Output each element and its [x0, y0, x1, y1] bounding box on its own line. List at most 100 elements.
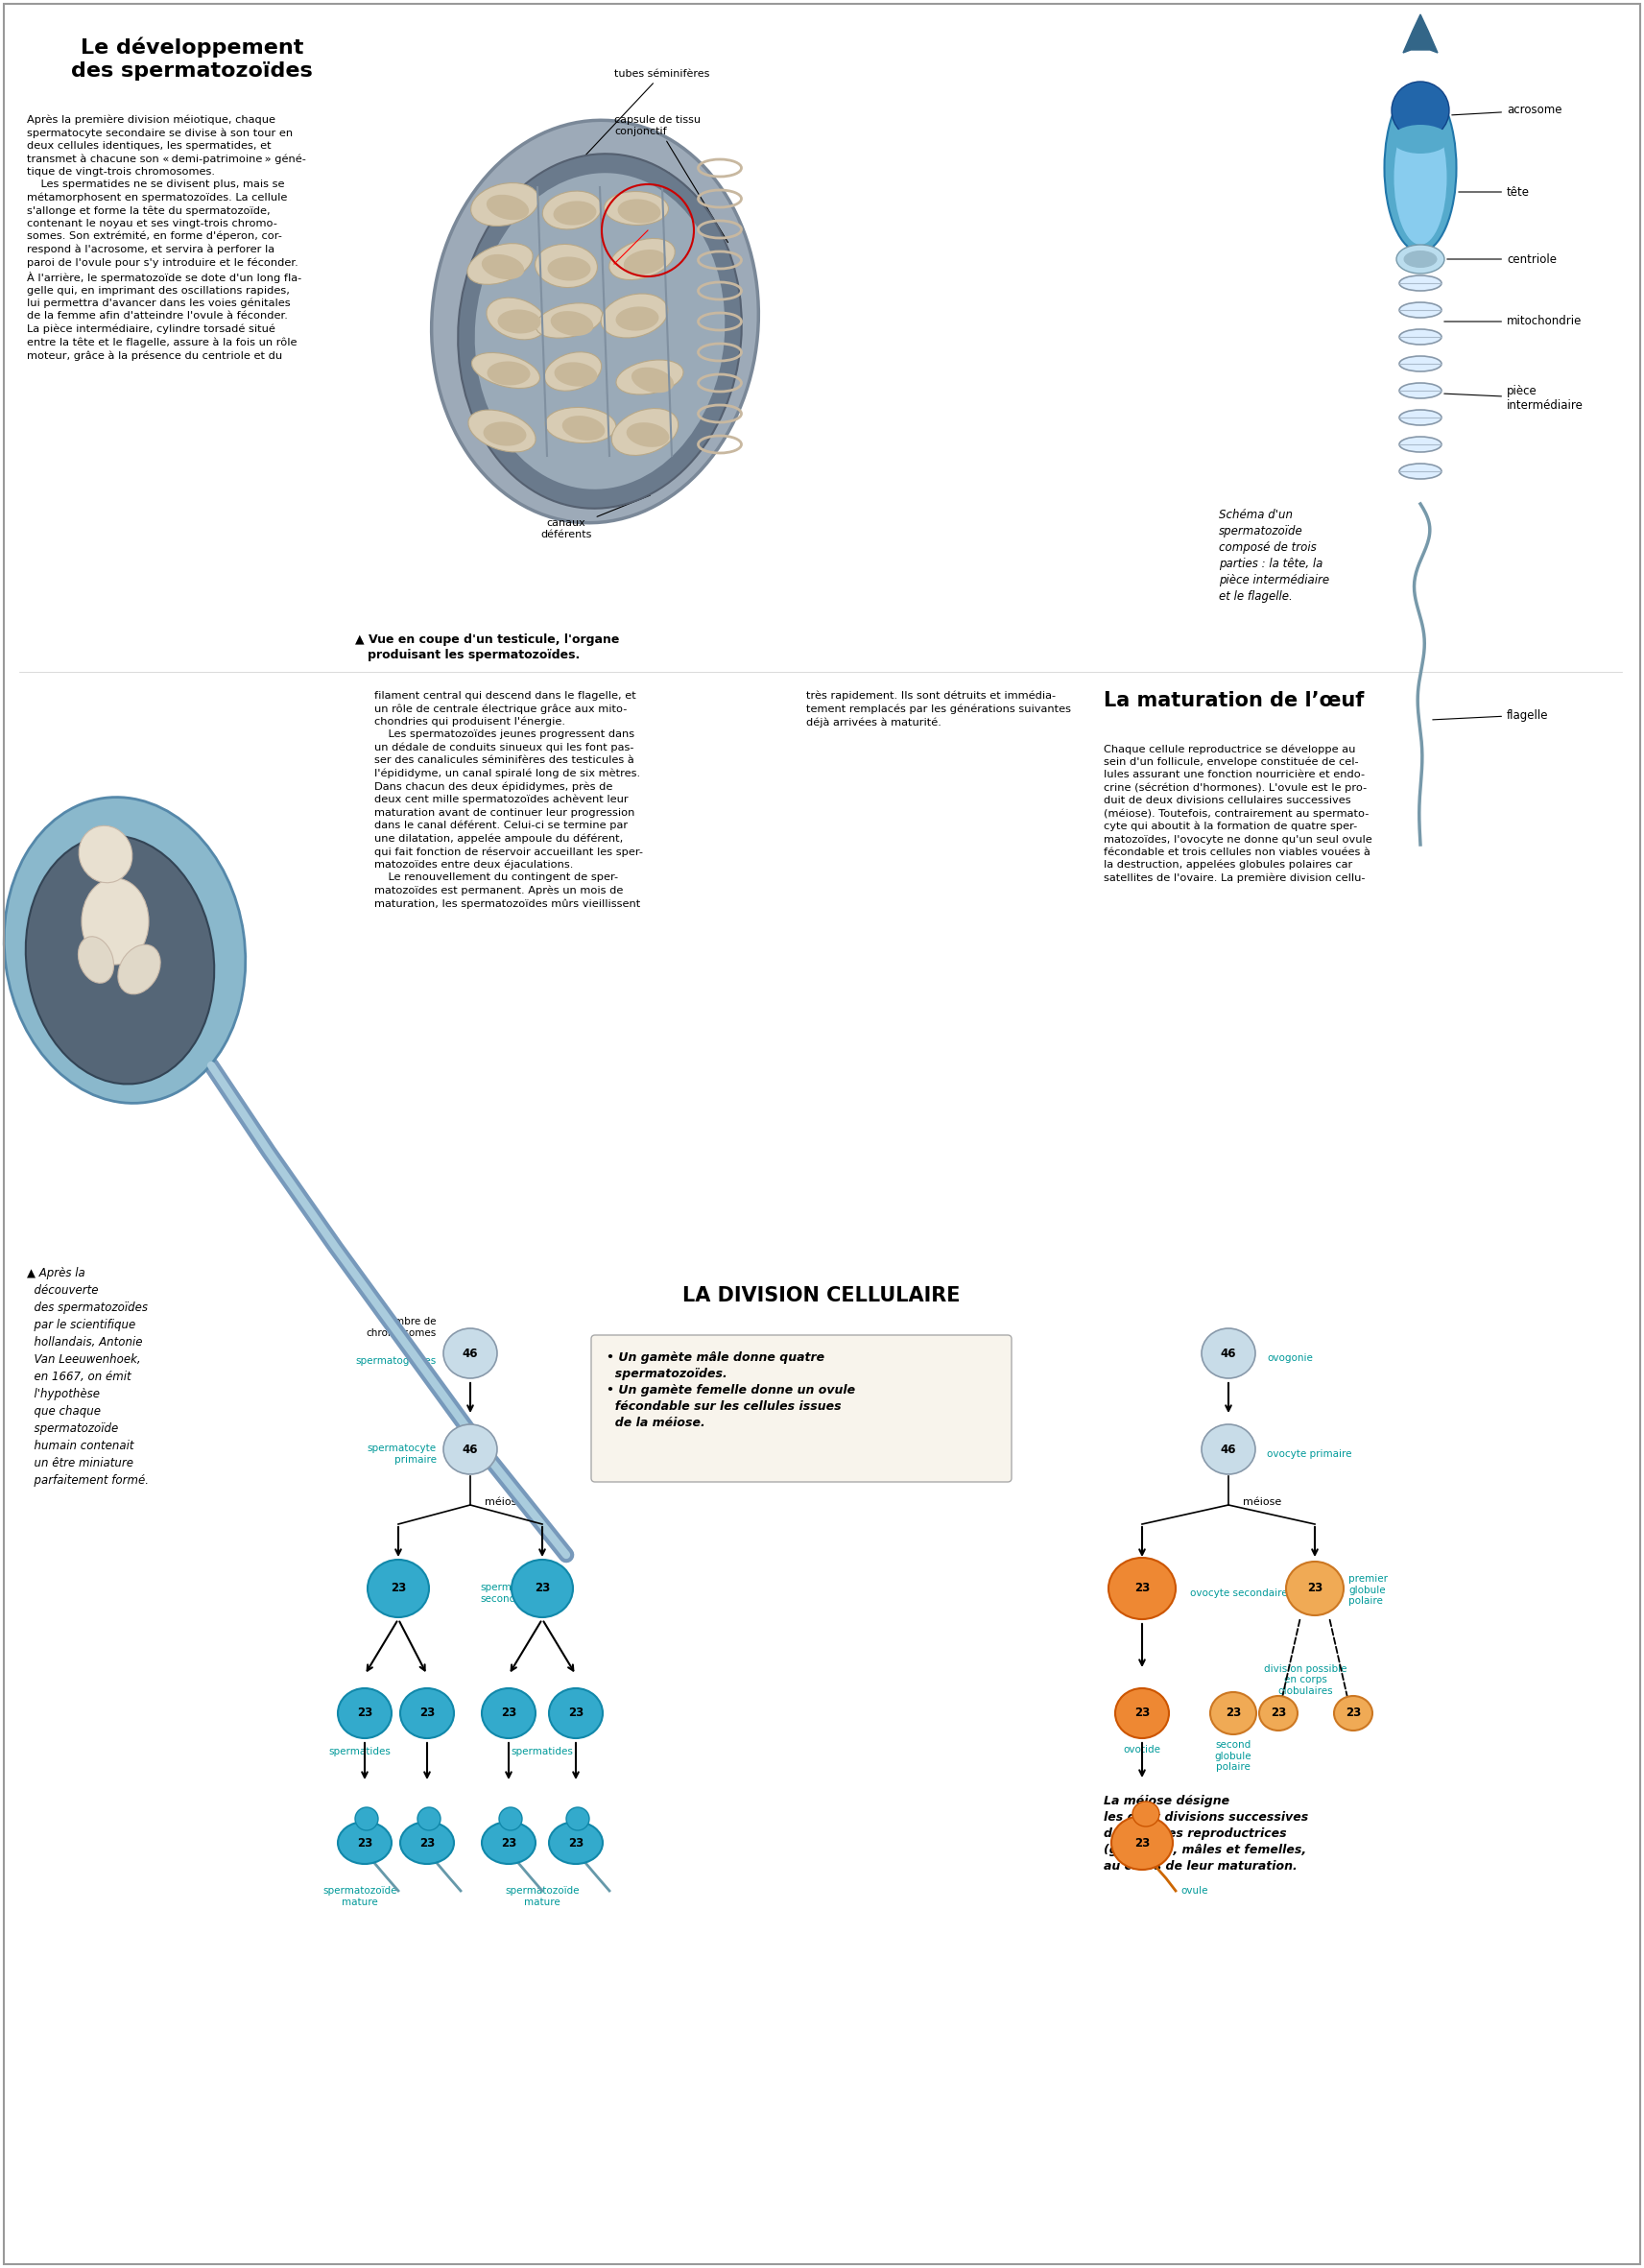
Text: 23: 23: [569, 1708, 584, 1719]
Text: centriole: centriole: [1447, 254, 1557, 265]
Text: 23: 23: [419, 1837, 436, 1848]
Text: ▲ Après la
  découverte
  des spermatozoïdes
  par le scientifique
  hollandais,: ▲ Après la découverte des spermatozoïdes…: [26, 1268, 148, 1488]
Ellipse shape: [1396, 245, 1445, 274]
Ellipse shape: [482, 1687, 536, 1737]
Text: mitochondrie: mitochondrie: [1443, 315, 1582, 329]
Text: ▲ Vue en coupe d'un testicule, l'organe
   produisant les spermatozoïdes.: ▲ Vue en coupe d'un testicule, l'organe …: [355, 633, 620, 662]
Text: spermatozoïde
mature: spermatozoïde mature: [322, 1887, 398, 1907]
Ellipse shape: [498, 308, 541, 333]
Text: La maturation de l’œuf: La maturation de l’œuf: [1103, 692, 1365, 710]
Text: 46: 46: [1220, 1442, 1236, 1456]
Ellipse shape: [618, 200, 661, 222]
Text: filament central qui descend dans le flagelle, et
un rôle de centrale électrique: filament central qui descend dans le fla…: [375, 692, 643, 909]
Text: acrosome: acrosome: [1452, 104, 1562, 116]
Ellipse shape: [1399, 383, 1442, 399]
Text: ovocyte primaire: ovocyte primaire: [1268, 1449, 1351, 1458]
Ellipse shape: [1399, 274, 1442, 290]
Text: 23: 23: [357, 1837, 373, 1848]
Text: La méiose désigne
les deux divisions successives
des cellules reproductrices
(ga: La méiose désigne les deux divisions suc…: [1103, 1794, 1309, 1873]
Text: 23: 23: [1307, 1583, 1323, 1594]
Ellipse shape: [623, 249, 666, 274]
Text: 46: 46: [462, 1347, 478, 1359]
Text: pièce
intermédiaire: pièce intermédiaire: [1443, 386, 1583, 413]
Ellipse shape: [26, 835, 214, 1084]
Text: 46: 46: [1220, 1347, 1236, 1359]
Ellipse shape: [631, 367, 674, 392]
Text: canaux
déférents: canaux déférents: [541, 494, 649, 540]
Ellipse shape: [562, 415, 605, 440]
Ellipse shape: [534, 245, 597, 288]
Ellipse shape: [544, 352, 602, 390]
Ellipse shape: [469, 411, 536, 451]
Text: tubes séminifères: tubes séminifères: [539, 68, 710, 204]
Ellipse shape: [79, 826, 132, 882]
Ellipse shape: [616, 306, 659, 331]
Ellipse shape: [482, 1821, 536, 1864]
Text: spermatozoïde
mature: spermatozoïde mature: [505, 1887, 579, 1907]
Ellipse shape: [483, 422, 526, 447]
Polygon shape: [1402, 14, 1437, 52]
Ellipse shape: [602, 293, 667, 338]
Ellipse shape: [549, 1821, 603, 1864]
Ellipse shape: [1391, 125, 1448, 154]
Ellipse shape: [1399, 329, 1442, 345]
Ellipse shape: [418, 1808, 441, 1830]
Ellipse shape: [1210, 1692, 1256, 1735]
Ellipse shape: [1115, 1687, 1169, 1737]
Ellipse shape: [467, 243, 533, 284]
Ellipse shape: [1399, 356, 1442, 372]
Ellipse shape: [368, 1560, 429, 1617]
Text: spermatides: spermatides: [511, 1746, 574, 1755]
Text: spermatocyte
primaire: spermatocyte primaire: [368, 1445, 437, 1465]
Text: LA DIVISION CELLULAIRE: LA DIVISION CELLULAIRE: [682, 1286, 960, 1306]
Text: 23: 23: [1345, 1708, 1361, 1719]
Text: Après la première division méiotique, chaque
spermatocyte secondaire se divise à: Après la première division méiotique, ch…: [26, 116, 306, 361]
Text: capsule de tissu
conjonctif: capsule de tissu conjonctif: [615, 116, 728, 243]
Ellipse shape: [337, 1687, 391, 1737]
Ellipse shape: [626, 422, 669, 447]
Ellipse shape: [1259, 1696, 1297, 1730]
Ellipse shape: [1384, 84, 1457, 252]
Ellipse shape: [431, 120, 758, 524]
Text: spermatides: spermatides: [329, 1746, 391, 1755]
Ellipse shape: [355, 1808, 378, 1830]
FancyBboxPatch shape: [592, 1336, 1011, 1481]
Ellipse shape: [399, 1687, 454, 1737]
Ellipse shape: [1399, 463, 1442, 479]
Text: 23: 23: [391, 1583, 406, 1594]
Ellipse shape: [1202, 1329, 1256, 1379]
Ellipse shape: [487, 297, 546, 340]
Text: spermatogonies: spermatogonies: [355, 1356, 437, 1365]
Text: Chaque cellule reproductrice se développe au
sein d'un follicule, envelope const: Chaque cellule reproductrice se développ…: [1103, 744, 1373, 882]
Text: 23: 23: [501, 1708, 516, 1719]
Ellipse shape: [566, 1808, 589, 1830]
Text: méiose: méiose: [1243, 1497, 1281, 1506]
Ellipse shape: [1404, 249, 1437, 268]
Ellipse shape: [551, 311, 593, 336]
Ellipse shape: [459, 154, 741, 508]
Text: 23: 23: [569, 1837, 584, 1848]
Ellipse shape: [470, 184, 539, 227]
Ellipse shape: [444, 1424, 496, 1474]
Ellipse shape: [616, 361, 684, 395]
Text: second
globule
polaire: second globule polaire: [1215, 1740, 1251, 1771]
Text: division possible
en corps
globulaires: division possible en corps globulaires: [1264, 1665, 1346, 1696]
Text: 46: 46: [462, 1442, 478, 1456]
Ellipse shape: [1111, 1817, 1172, 1869]
Ellipse shape: [603, 191, 669, 225]
Text: épididyme: épididyme: [615, 170, 733, 338]
Text: 23: 23: [357, 1708, 373, 1719]
Text: flagelle: flagelle: [1432, 710, 1549, 721]
Ellipse shape: [610, 238, 676, 279]
Ellipse shape: [543, 191, 602, 229]
Ellipse shape: [546, 408, 616, 442]
Ellipse shape: [1133, 1801, 1159, 1826]
Text: 23: 23: [1271, 1708, 1286, 1719]
Text: tête: tête: [1458, 186, 1531, 197]
Ellipse shape: [1399, 411, 1442, 424]
Ellipse shape: [337, 1821, 391, 1864]
Text: 23: 23: [501, 1837, 516, 1848]
Ellipse shape: [511, 1560, 574, 1617]
Text: 23: 23: [1134, 1583, 1149, 1594]
Ellipse shape: [1108, 1558, 1175, 1619]
